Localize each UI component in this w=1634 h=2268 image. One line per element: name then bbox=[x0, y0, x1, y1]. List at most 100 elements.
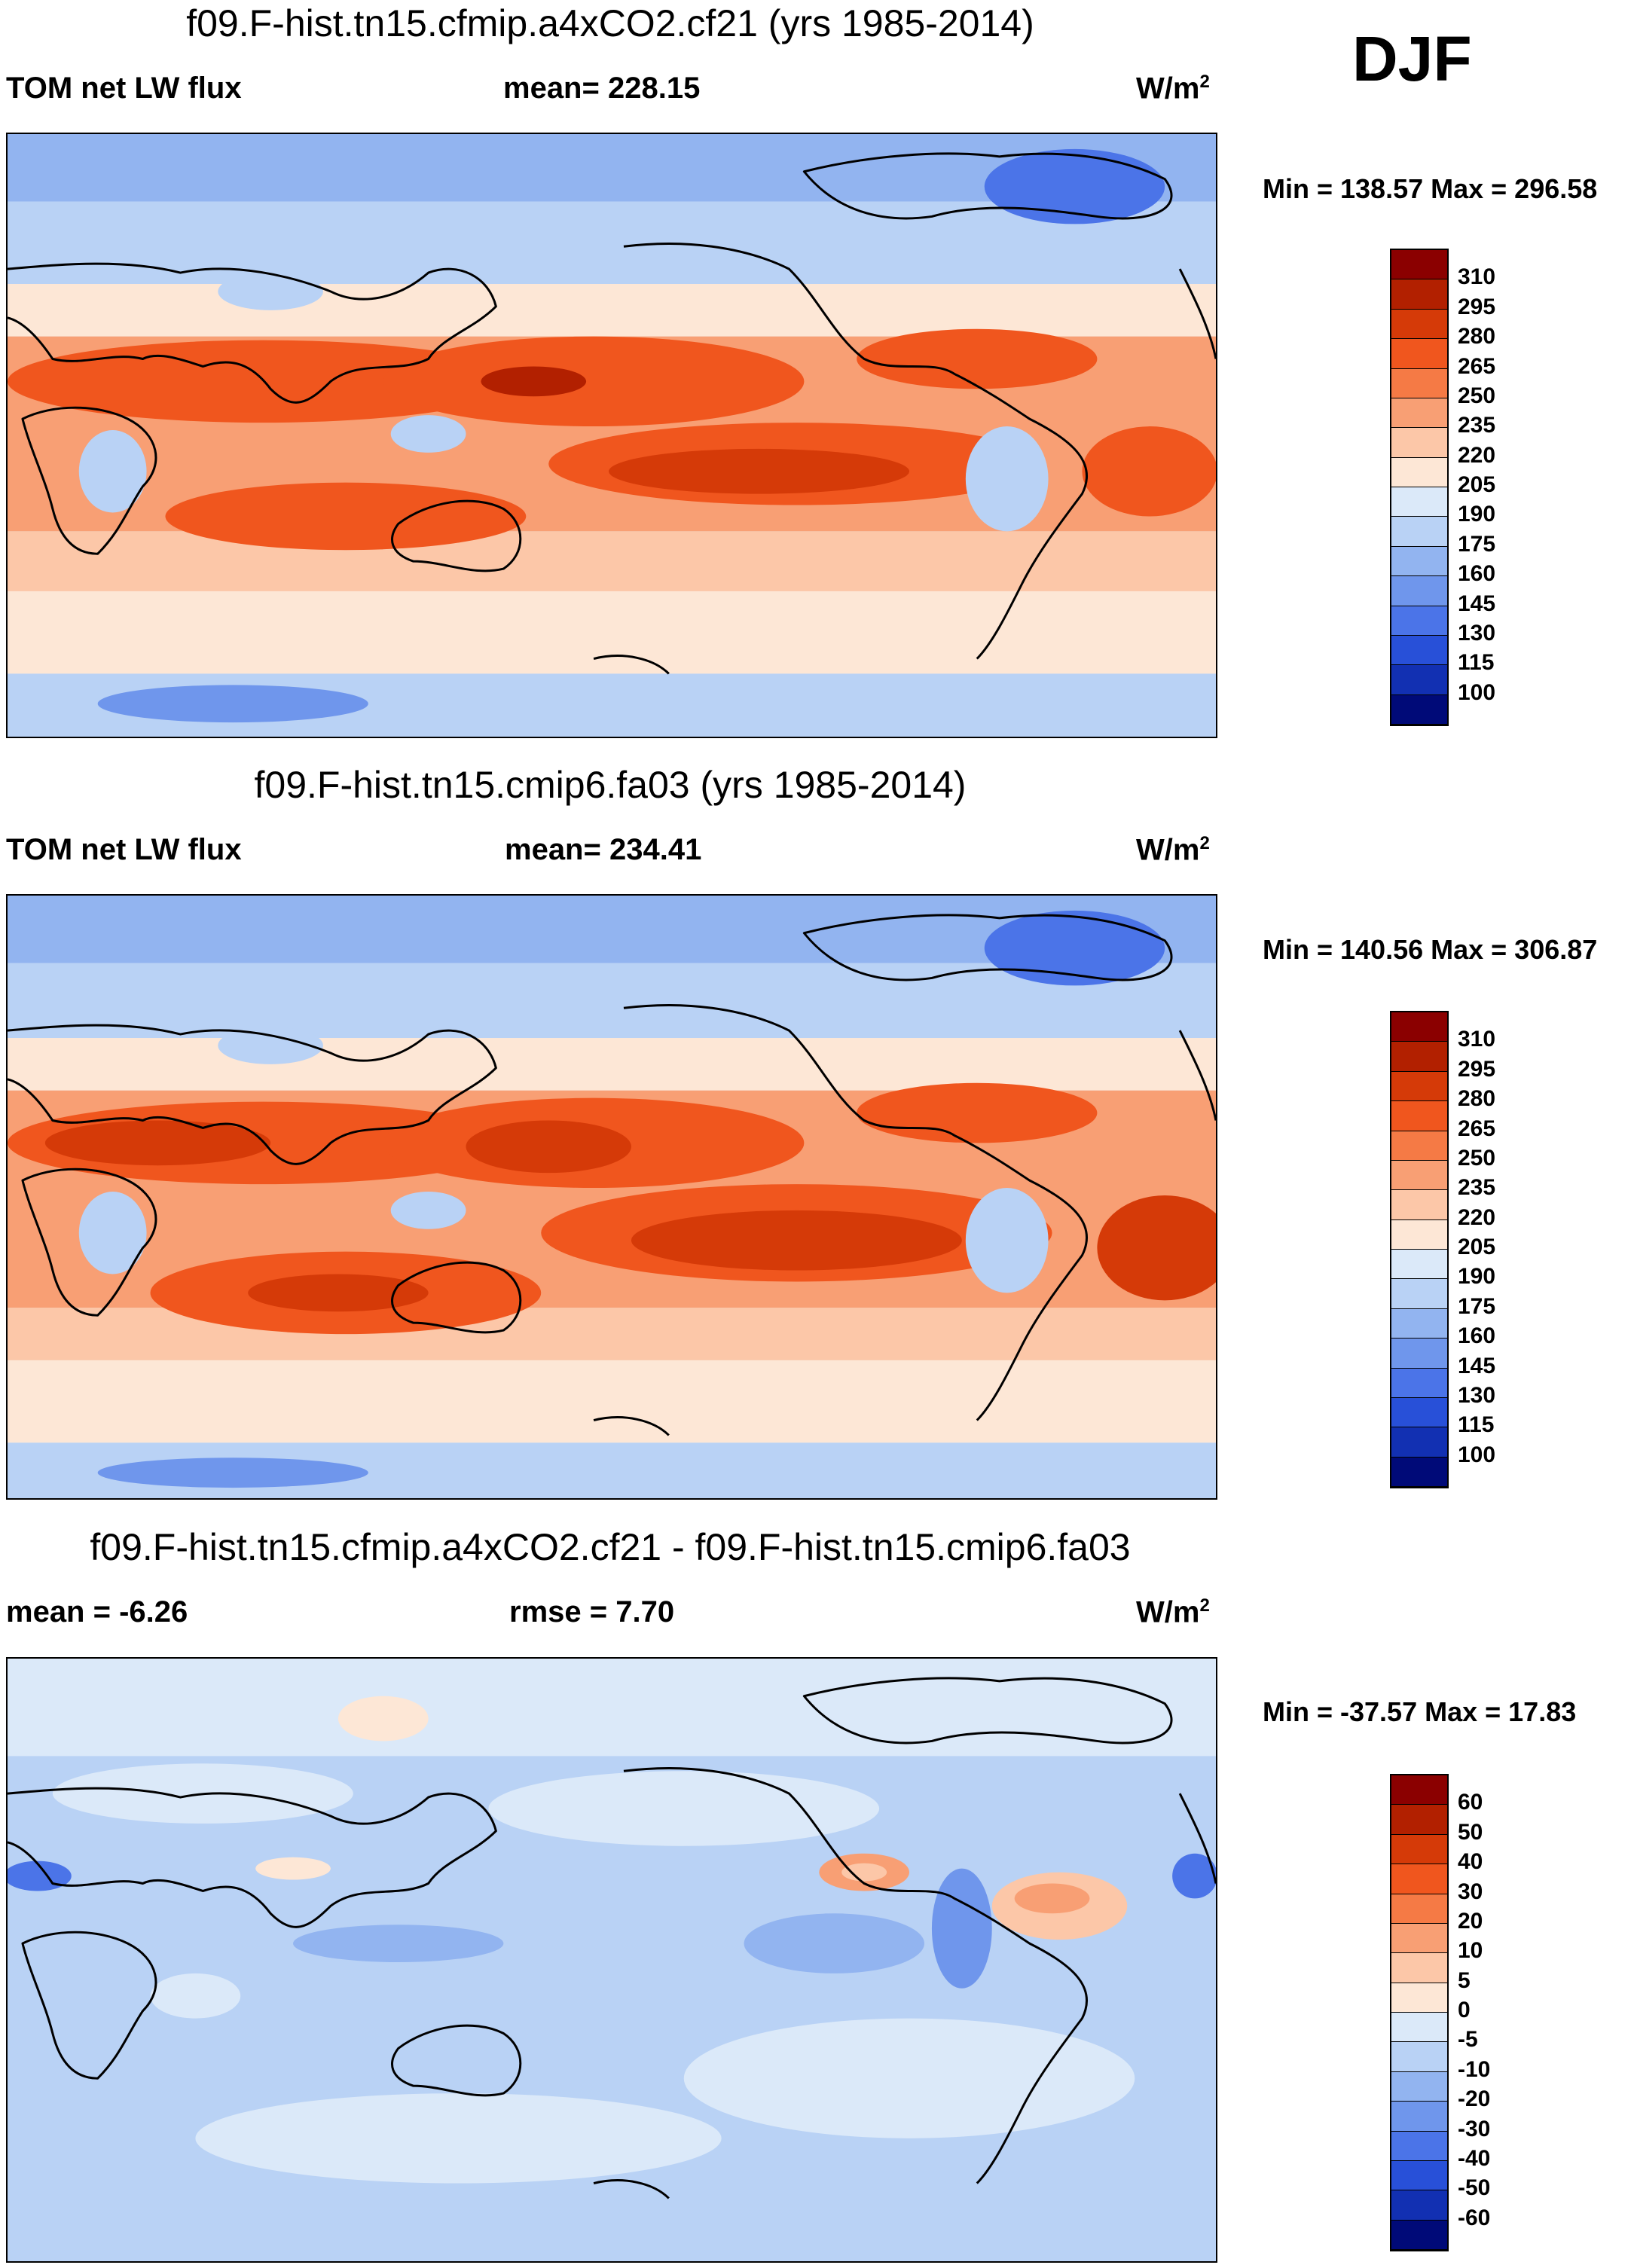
panel3-colorbar-swatch bbox=[1391, 2131, 1447, 2161]
panel3-colorbar-tick-label: 40 bbox=[1458, 1849, 1483, 1875]
panel3-colorbar-swatch bbox=[1391, 1983, 1447, 2013]
panel2-colorbar-swatch bbox=[1391, 1160, 1447, 1191]
panel3-title: f09.F-hist.tn15.cfmip.a4xCO2.cf21 - f09.… bbox=[90, 1526, 1131, 1568]
panel3-colorbar-tick-label: -60 bbox=[1458, 2205, 1491, 2230]
panel3-colorbar-swatch bbox=[1391, 2102, 1447, 2132]
panel2-colorbar-tick-label: 100 bbox=[1458, 1442, 1496, 1467]
panel3-colorbar-swatch bbox=[1391, 2013, 1447, 2043]
panel3-colorbar-tick-label: 0 bbox=[1458, 1998, 1471, 2022]
panel1-unit-label: W/m2 bbox=[1136, 72, 1210, 105]
panel1-colorbar-swatch bbox=[1391, 635, 1447, 666]
panel2-colorbar-tick-label: 160 bbox=[1458, 1323, 1496, 1349]
panel2-colorbar-tick-label: 265 bbox=[1458, 1116, 1496, 1141]
panel3-mean-label: mean = -6.26 bbox=[6, 1595, 188, 1629]
panel3-colorbar-tick-label: 5 bbox=[1458, 1967, 1471, 1993]
panel2-colorbar bbox=[1390, 1011, 1449, 1488]
panel2-colorbar-tick-label: 115 bbox=[1458, 1412, 1495, 1438]
panel1-colorbar-swatch bbox=[1391, 250, 1447, 280]
panel1-colorbar-swatch bbox=[1391, 339, 1447, 369]
panel2-colorbar-swatch bbox=[1391, 1427, 1447, 1458]
panel3-colorbar-swatch bbox=[1391, 1834, 1447, 1865]
panel3-colorbar-tick-label: -40 bbox=[1458, 2145, 1491, 2171]
panel1-colorbar-swatch bbox=[1391, 457, 1447, 487]
panel1-colorbar bbox=[1390, 249, 1449, 726]
panel1-colorbar-tick-label: 235 bbox=[1458, 413, 1496, 438]
panel3-colorbar bbox=[1390, 1774, 1449, 2251]
panel2-unit-label: W/m2 bbox=[1136, 833, 1210, 867]
panel2-colorbar-tick-label: 190 bbox=[1458, 1264, 1496, 1290]
panel3-colorbar-tick-label: 20 bbox=[1458, 1908, 1483, 1934]
panel3-unit-label: W/m2 bbox=[1136, 1595, 1210, 1629]
panel3-colorbar-swatch bbox=[1391, 2042, 1447, 2072]
panel1-colorbar-tick-label: 145 bbox=[1458, 591, 1496, 616]
panel2-colorbar-swatch bbox=[1391, 1308, 1447, 1339]
panel3-colorbar-tick-label: 50 bbox=[1458, 1819, 1483, 1845]
panel2-colorbar-swatch bbox=[1391, 1101, 1447, 1131]
panel1-colorbar-tick-label: 310 bbox=[1458, 264, 1496, 290]
panel3-colorbar-swatch bbox=[1391, 1894, 1447, 1924]
panel1-colorbar-tick-label: 205 bbox=[1458, 472, 1496, 497]
panel1-colorbar-tick-label: 175 bbox=[1458, 531, 1496, 557]
panel2-colorbar-swatch bbox=[1391, 1368, 1447, 1398]
panel2-colorbar-tick-label: 310 bbox=[1458, 1027, 1496, 1052]
panel2-map bbox=[6, 894, 1217, 1500]
panel1-colorbar-swatch bbox=[1391, 309, 1447, 340]
panel2-colorbar-swatch bbox=[1391, 1190, 1447, 1220]
panel3-colorbar-swatch bbox=[1391, 2160, 1447, 2191]
panel2-colorbar-tick-label: 235 bbox=[1458, 1175, 1496, 1201]
panel1-colorbar-swatch bbox=[1391, 428, 1447, 458]
panel2-colorbar-tick-label: 205 bbox=[1458, 1235, 1496, 1259]
panel3-colorbar-tick-label: -50 bbox=[1458, 2175, 1491, 2201]
panel1-colorbar-tick-label: 115 bbox=[1458, 650, 1495, 676]
panel3-colorbar-tick-label: -5 bbox=[1458, 2027, 1478, 2053]
panel3-colorbar-swatch bbox=[1391, 2220, 1447, 2250]
panel1-colorbar-swatch bbox=[1391, 606, 1447, 636]
panel1-colorbar-tick-label: 190 bbox=[1458, 502, 1496, 527]
panel2-colorbar-swatch bbox=[1391, 1012, 1447, 1042]
panel2-colorbar-swatch bbox=[1391, 1397, 1447, 1428]
panel1-colorbar-tick-label: 130 bbox=[1458, 620, 1496, 646]
panel1-colorbar-swatch bbox=[1391, 398, 1447, 429]
panel2-colorbar-labels: 310 295 280 265 250 235 220 205 190 175 160 145 130 1… bbox=[1458, 1011, 1533, 1488]
panel1-colorbar-swatch bbox=[1391, 546, 1447, 577]
panel1-minmax: Min = 138.57 Max = 296.58 bbox=[1263, 173, 1598, 204]
panel1-colorbar-tick-label: 160 bbox=[1458, 561, 1496, 587]
panel1-colorbar-tick-label: 100 bbox=[1458, 679, 1496, 705]
panel3-colorbar-tick-label: -30 bbox=[1458, 2116, 1491, 2141]
panel1-colorbar-labels: 310 295 280 265 250 235 220 205 190 175 160 145 130 1… bbox=[1458, 249, 1533, 726]
panel1-colorbar-swatch bbox=[1391, 665, 1447, 695]
panel1-title: f09.F-hist.tn15.cfmip.a4xCO2.cf21 (yrs 1… bbox=[186, 2, 1034, 44]
panel3-map bbox=[6, 1657, 1217, 2263]
panel1-colorbar-tick-label: 220 bbox=[1458, 442, 1496, 468]
panel1-colorbar-tick-label: 250 bbox=[1458, 383, 1496, 408]
panel2-colorbar-tick-label: 220 bbox=[1458, 1204, 1496, 1230]
panel2-minmax: Min = 140.56 Max = 306.87 bbox=[1263, 934, 1598, 965]
panel1-colorbar-tick-label: 295 bbox=[1458, 294, 1496, 319]
panel2-title: f09.F-hist.tn15.cmip6.fa03 (yrs 1985-201… bbox=[254, 764, 967, 806]
panel2-colorbar-tick-label: 295 bbox=[1458, 1056, 1496, 1082]
panel1-colorbar-tick-label: 265 bbox=[1458, 353, 1496, 379]
panel3-colorbar-tick-label: 10 bbox=[1458, 1938, 1483, 1964]
panel1-map bbox=[6, 133, 1217, 738]
panel2-colorbar-swatch bbox=[1391, 1071, 1447, 1102]
panel3-colorbar-tick-label: 30 bbox=[1458, 1879, 1483, 1904]
panel3-colorbar-labels: 60 50 40 30 20 10 5 0 -5 -10 -20 -30 -40 -50 -60 bbox=[1458, 1774, 1533, 2251]
panel3-colorbar-swatch bbox=[1391, 1923, 1447, 1954]
panel2-colorbar-swatch bbox=[1391, 1457, 1447, 1487]
panel1-colorbar-tick-label: 280 bbox=[1458, 324, 1496, 350]
panel1-colorbar-swatch bbox=[1391, 279, 1447, 310]
panel3-minmax: Min = -37.57 Max = 17.83 bbox=[1263, 1696, 1577, 1727]
season-label: DJF bbox=[1352, 23, 1472, 94]
panel1-colorbar-swatch bbox=[1391, 576, 1447, 606]
panel1-colorbar-swatch bbox=[1391, 517, 1447, 547]
panel3-colorbar-swatch bbox=[1391, 1805, 1447, 1835]
panel2-colorbar-swatch bbox=[1391, 1339, 1447, 1369]
panel2-colorbar-tick-label: 145 bbox=[1458, 1353, 1496, 1378]
panel3-rmse-label: rmse = 7.70 bbox=[509, 1595, 675, 1629]
panel3-colorbar-tick-label: -20 bbox=[1458, 2086, 1491, 2112]
panel2-colorbar-swatch bbox=[1391, 1219, 1447, 1250]
panel1-colorbar-swatch bbox=[1391, 487, 1447, 517]
panel3-colorbar-swatch bbox=[1391, 2190, 1447, 2221]
panel2-variable-label: TOM net LW flux bbox=[6, 833, 242, 866]
panel3-colorbar-tick-label: -10 bbox=[1458, 2056, 1491, 2082]
